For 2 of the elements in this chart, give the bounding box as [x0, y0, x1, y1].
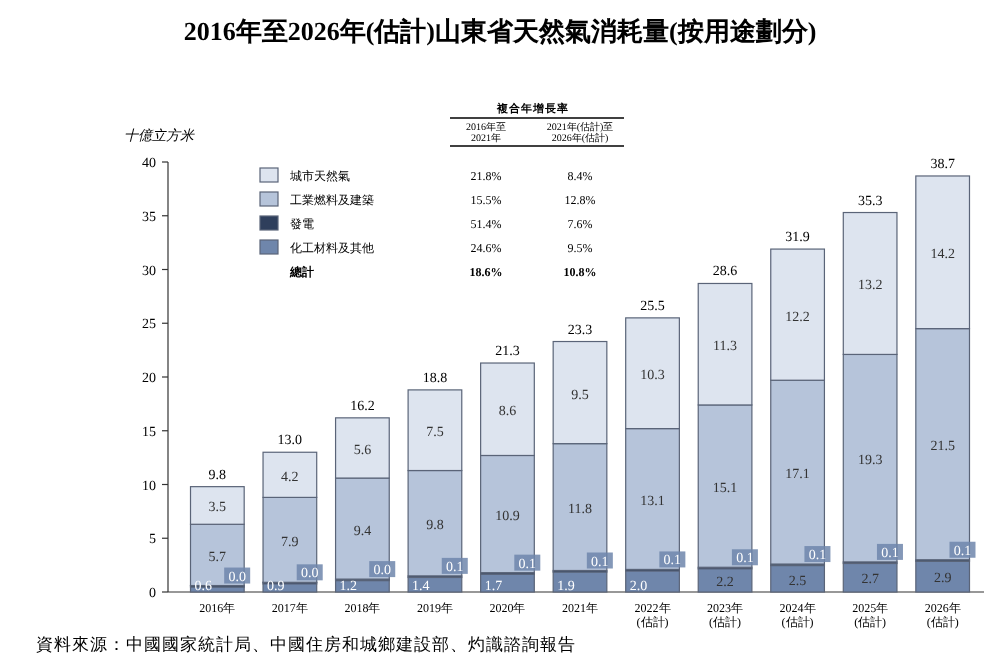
chart-title: 2016年至2026年(估計)山東省天然氣消耗量(按用途劃分)	[183, 16, 817, 46]
source-note: 資料來源：中國國家統計局、中國住房和城鄉建設部、灼識諮詢報告	[36, 634, 576, 654]
